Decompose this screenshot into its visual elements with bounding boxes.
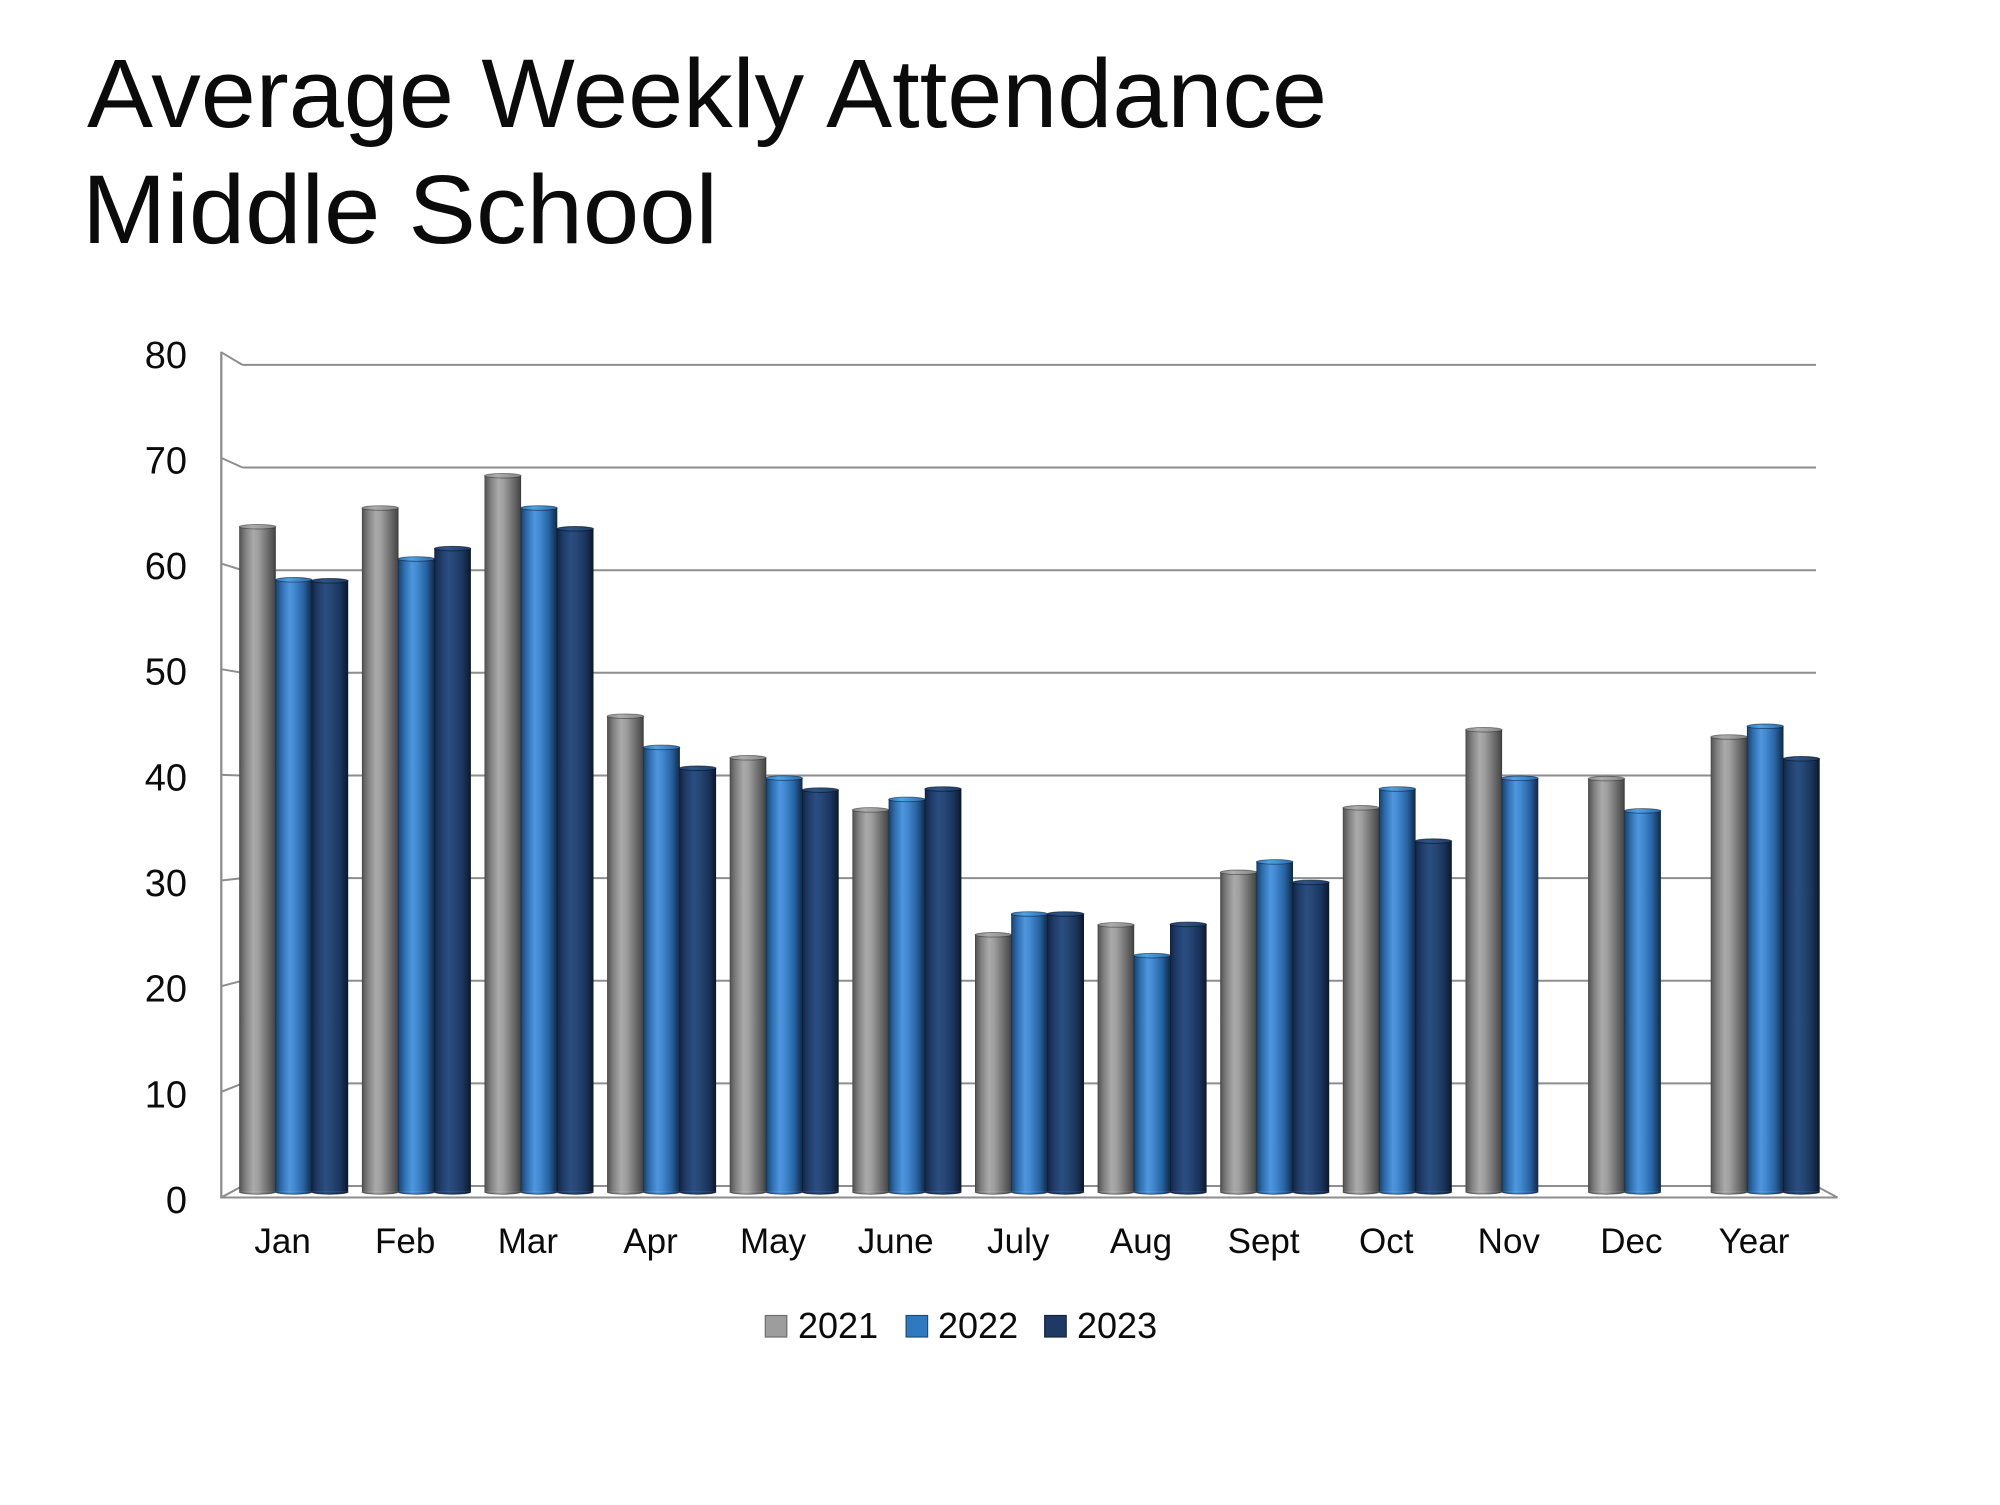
svg-text:30: 30 bbox=[145, 863, 187, 905]
svg-text:Feb: Feb bbox=[375, 1222, 435, 1261]
svg-text:May: May bbox=[740, 1222, 807, 1261]
svg-text:0: 0 bbox=[166, 1180, 187, 1222]
svg-text:Dec: Dec bbox=[1600, 1222, 1662, 1261]
svg-text:Apr: Apr bbox=[623, 1222, 678, 1261]
svg-text:Middle School: Middle School bbox=[82, 155, 718, 264]
svg-text:2021: 2021 bbox=[798, 1305, 878, 1346]
svg-text:2022: 2022 bbox=[938, 1305, 1018, 1346]
svg-text:Oct: Oct bbox=[1359, 1222, 1414, 1261]
svg-text:10: 10 bbox=[145, 1074, 187, 1116]
svg-text:Nov: Nov bbox=[1478, 1222, 1541, 1261]
svg-text:50: 50 bbox=[145, 652, 187, 694]
svg-text:Mar: Mar bbox=[498, 1222, 559, 1261]
svg-text:40: 40 bbox=[145, 757, 187, 799]
svg-text:80: 80 bbox=[145, 335, 187, 377]
svg-text:Average Weekly Attendance: Average Weekly Attendance bbox=[87, 39, 1327, 148]
svg-text:July: July bbox=[987, 1222, 1050, 1261]
svg-text:Jan: Jan bbox=[254, 1222, 310, 1261]
svg-text:2023: 2023 bbox=[1077, 1305, 1157, 1346]
svg-text:Aug: Aug bbox=[1110, 1222, 1172, 1261]
svg-text:60: 60 bbox=[145, 546, 187, 588]
svg-text:June: June bbox=[858, 1222, 934, 1261]
svg-text:70: 70 bbox=[145, 440, 187, 482]
svg-text:Year: Year bbox=[1719, 1222, 1790, 1261]
svg-text:Sept: Sept bbox=[1228, 1222, 1300, 1261]
svg-text:20: 20 bbox=[145, 969, 187, 1011]
